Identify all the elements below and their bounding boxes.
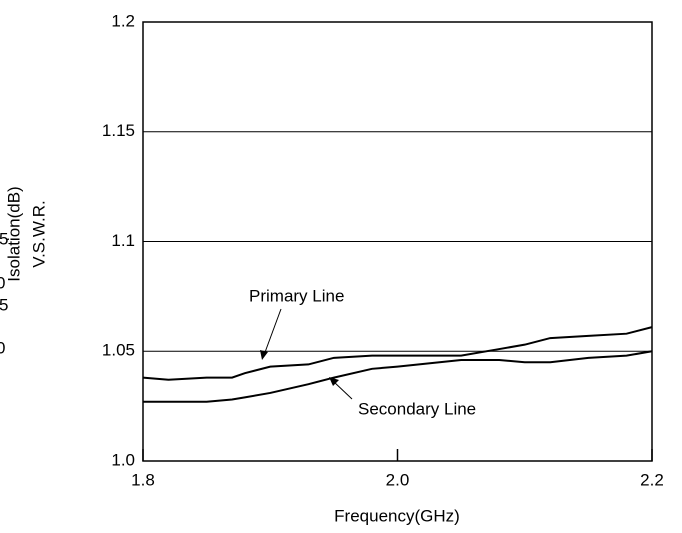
- x-tick-label: 2.0: [386, 470, 410, 489]
- series-line: [143, 350, 653, 403]
- y-tick-label: 1.15: [102, 121, 135, 140]
- arrow-head: [329, 377, 339, 386]
- series-line: [142, 326, 653, 381]
- arrow: [263, 308, 282, 356]
- annotation: Primary Line: [249, 286, 344, 305]
- y-tick-label: 1.0: [111, 450, 135, 469]
- x-tick-label: 1.8: [131, 470, 155, 489]
- y2-axis-label: Isolation(dB): [4, 186, 23, 281]
- y-tick-label: 1.05: [102, 341, 135, 360]
- cut-label: 5: [0, 229, 8, 248]
- arrow-head: [260, 350, 268, 360]
- annotation: Secondary Line: [358, 399, 476, 418]
- arrow: [332, 380, 353, 400]
- x-tick-label: 2.2: [640, 470, 664, 489]
- y-axis-label: V.S.W.R.: [29, 200, 48, 267]
- cut-label: 0: [0, 273, 5, 292]
- cut-label: 5: [0, 295, 8, 314]
- y-tick-label: 1.1: [111, 231, 135, 250]
- x-axis-label: Frequency(GHz): [334, 506, 460, 525]
- cut-label: 0: [0, 338, 5, 357]
- y-tick-label: 1.2: [111, 11, 135, 30]
